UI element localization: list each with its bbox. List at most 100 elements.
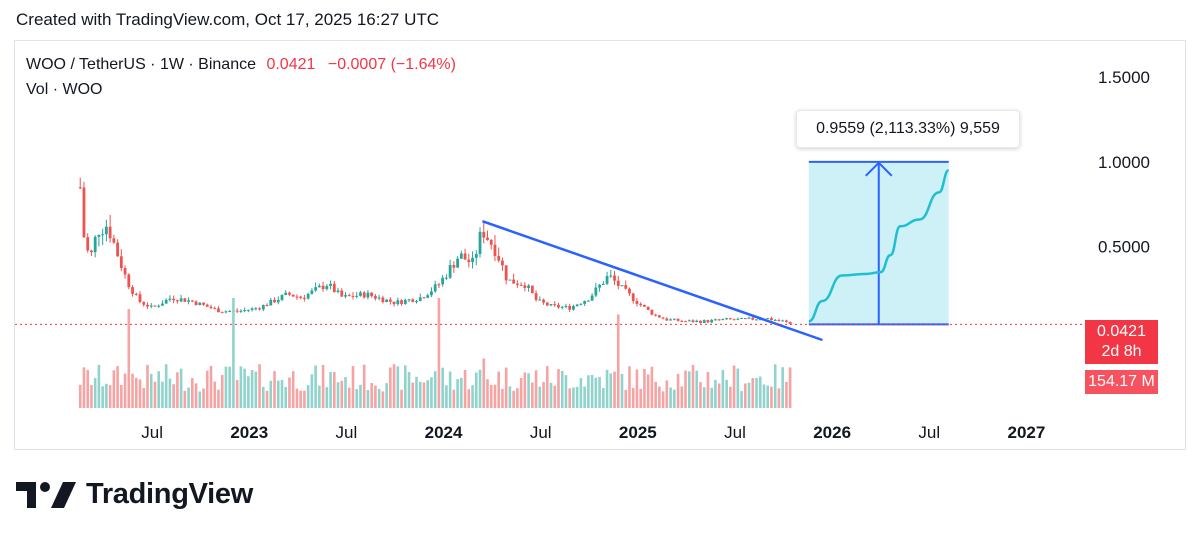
- volume-bar: [247, 376, 250, 408]
- volume-bar: [232, 298, 235, 408]
- bar-countdown: 2d 8h: [1101, 343, 1142, 360]
- volume-bar: [243, 368, 246, 408]
- candle-body: [347, 295, 351, 297]
- volume-bar: [538, 386, 542, 408]
- volume-bar: [646, 374, 650, 408]
- x-tick-label: Jul: [918, 423, 940, 442]
- volume-bar: [254, 371, 258, 408]
- volume-bar: [396, 366, 400, 408]
- candle-body: [433, 284, 437, 292]
- projection-curve: [808, 169, 950, 323]
- legend: WOO / TetherUS · 1W · Binance 0.0421 −0.…: [26, 52, 456, 102]
- candle-body: [665, 318, 669, 321]
- volume-bar: [740, 391, 743, 408]
- candle-body: [534, 293, 538, 300]
- candle-body: [310, 290, 314, 294]
- legend-symbol[interactable]: WOO / TetherUS · 1W · Binance: [26, 56, 256, 73]
- volume-bar: [142, 387, 146, 408]
- volume-bar: [486, 379, 489, 408]
- candle-body: [568, 305, 572, 310]
- volume-bar: [411, 382, 415, 408]
- candle-body: [773, 319, 777, 321]
- volume-bar: [523, 372, 527, 408]
- candle-body: [116, 242, 119, 257]
- volume-bar: [392, 364, 396, 408]
- volume-bar: [557, 369, 560, 408]
- legend-symbol-row[interactable]: WOO / TetherUS · 1W · Binance 0.0421 −0.…: [26, 52, 456, 77]
- candle-body: [164, 299, 168, 304]
- candle-body: [370, 292, 374, 297]
- volume-bar: [224, 366, 228, 408]
- candle-body: [198, 302, 202, 306]
- volume-bar: [628, 366, 631, 408]
- x-tick-label: Jul: [724, 423, 746, 442]
- candle-body: [254, 308, 258, 310]
- candle-body: [489, 239, 493, 245]
- volume-bar: [527, 373, 530, 408]
- candle-body: [508, 279, 512, 281]
- volume-bar: [179, 368, 183, 408]
- measure-tooltip: 0.9559 (2,113.33%) 9,559: [796, 110, 1020, 148]
- candle-body: [497, 255, 501, 261]
- candle-body: [366, 292, 370, 298]
- candle-body: [123, 268, 127, 275]
- candle-body: [706, 320, 710, 323]
- tradingview-logo-icon: [16, 481, 76, 508]
- candle-body: [78, 187, 82, 189]
- candle-body: [676, 318, 680, 321]
- candle-body: [220, 312, 224, 314]
- candle-body: [646, 306, 650, 310]
- candle-body: [362, 292, 366, 298]
- volume-bar: [187, 387, 190, 408]
- volume-bar: [306, 385, 310, 408]
- volume-bar: [172, 384, 175, 408]
- candle-body: [598, 284, 601, 288]
- volume-bar: [482, 358, 486, 408]
- volume-bar: [751, 378, 755, 408]
- volume-bar: [295, 388, 299, 408]
- candle-body: [699, 320, 702, 323]
- x-tick-label: 2024: [425, 423, 463, 442]
- candle-body: [523, 285, 527, 288]
- volume-bar: [381, 391, 385, 408]
- tradingview-logo[interactable]: TradingView: [16, 478, 253, 511]
- x-tick-label: 2023: [230, 423, 268, 442]
- candle-body: [504, 265, 508, 281]
- candle-body: [717, 319, 721, 321]
- volume-bar: [344, 377, 347, 408]
- volume-bar: [374, 385, 377, 408]
- candle-body: [661, 317, 665, 319]
- candle-body: [572, 306, 575, 310]
- candle-body: [687, 320, 691, 322]
- candle-body: [616, 280, 620, 286]
- volume-bar: [680, 386, 684, 408]
- volume-bar: [590, 374, 594, 408]
- volume-bar: [579, 378, 583, 408]
- candle-body: [609, 275, 613, 277]
- candle-body: [583, 300, 587, 304]
- candle-body: [456, 258, 460, 268]
- candle-body: [684, 321, 687, 323]
- volume-bar: [422, 382, 426, 408]
- candle-body: [183, 298, 187, 302]
- volume-bar: [385, 383, 388, 408]
- volume-bar: [288, 377, 291, 408]
- volume-bar: [194, 383, 198, 408]
- volume-bar: [176, 372, 179, 408]
- candle-body: [235, 310, 239, 312]
- legend-volume[interactable]: Vol · WOO: [26, 81, 103, 98]
- candle-body: [564, 305, 568, 307]
- candle-body: [437, 284, 441, 286]
- candle-body: [418, 297, 422, 301]
- candle-body: [314, 287, 318, 291]
- volume-bar: [471, 385, 474, 408]
- projection-arrow-head: [865, 161, 893, 177]
- volume-bar: [239, 366, 243, 408]
- volume-bar: [512, 390, 515, 408]
- volume-bar: [594, 377, 598, 408]
- candle-body: [624, 285, 628, 289]
- volume-bar: [755, 377, 758, 408]
- volume-bar: [161, 381, 164, 408]
- candle-body: [351, 295, 355, 297]
